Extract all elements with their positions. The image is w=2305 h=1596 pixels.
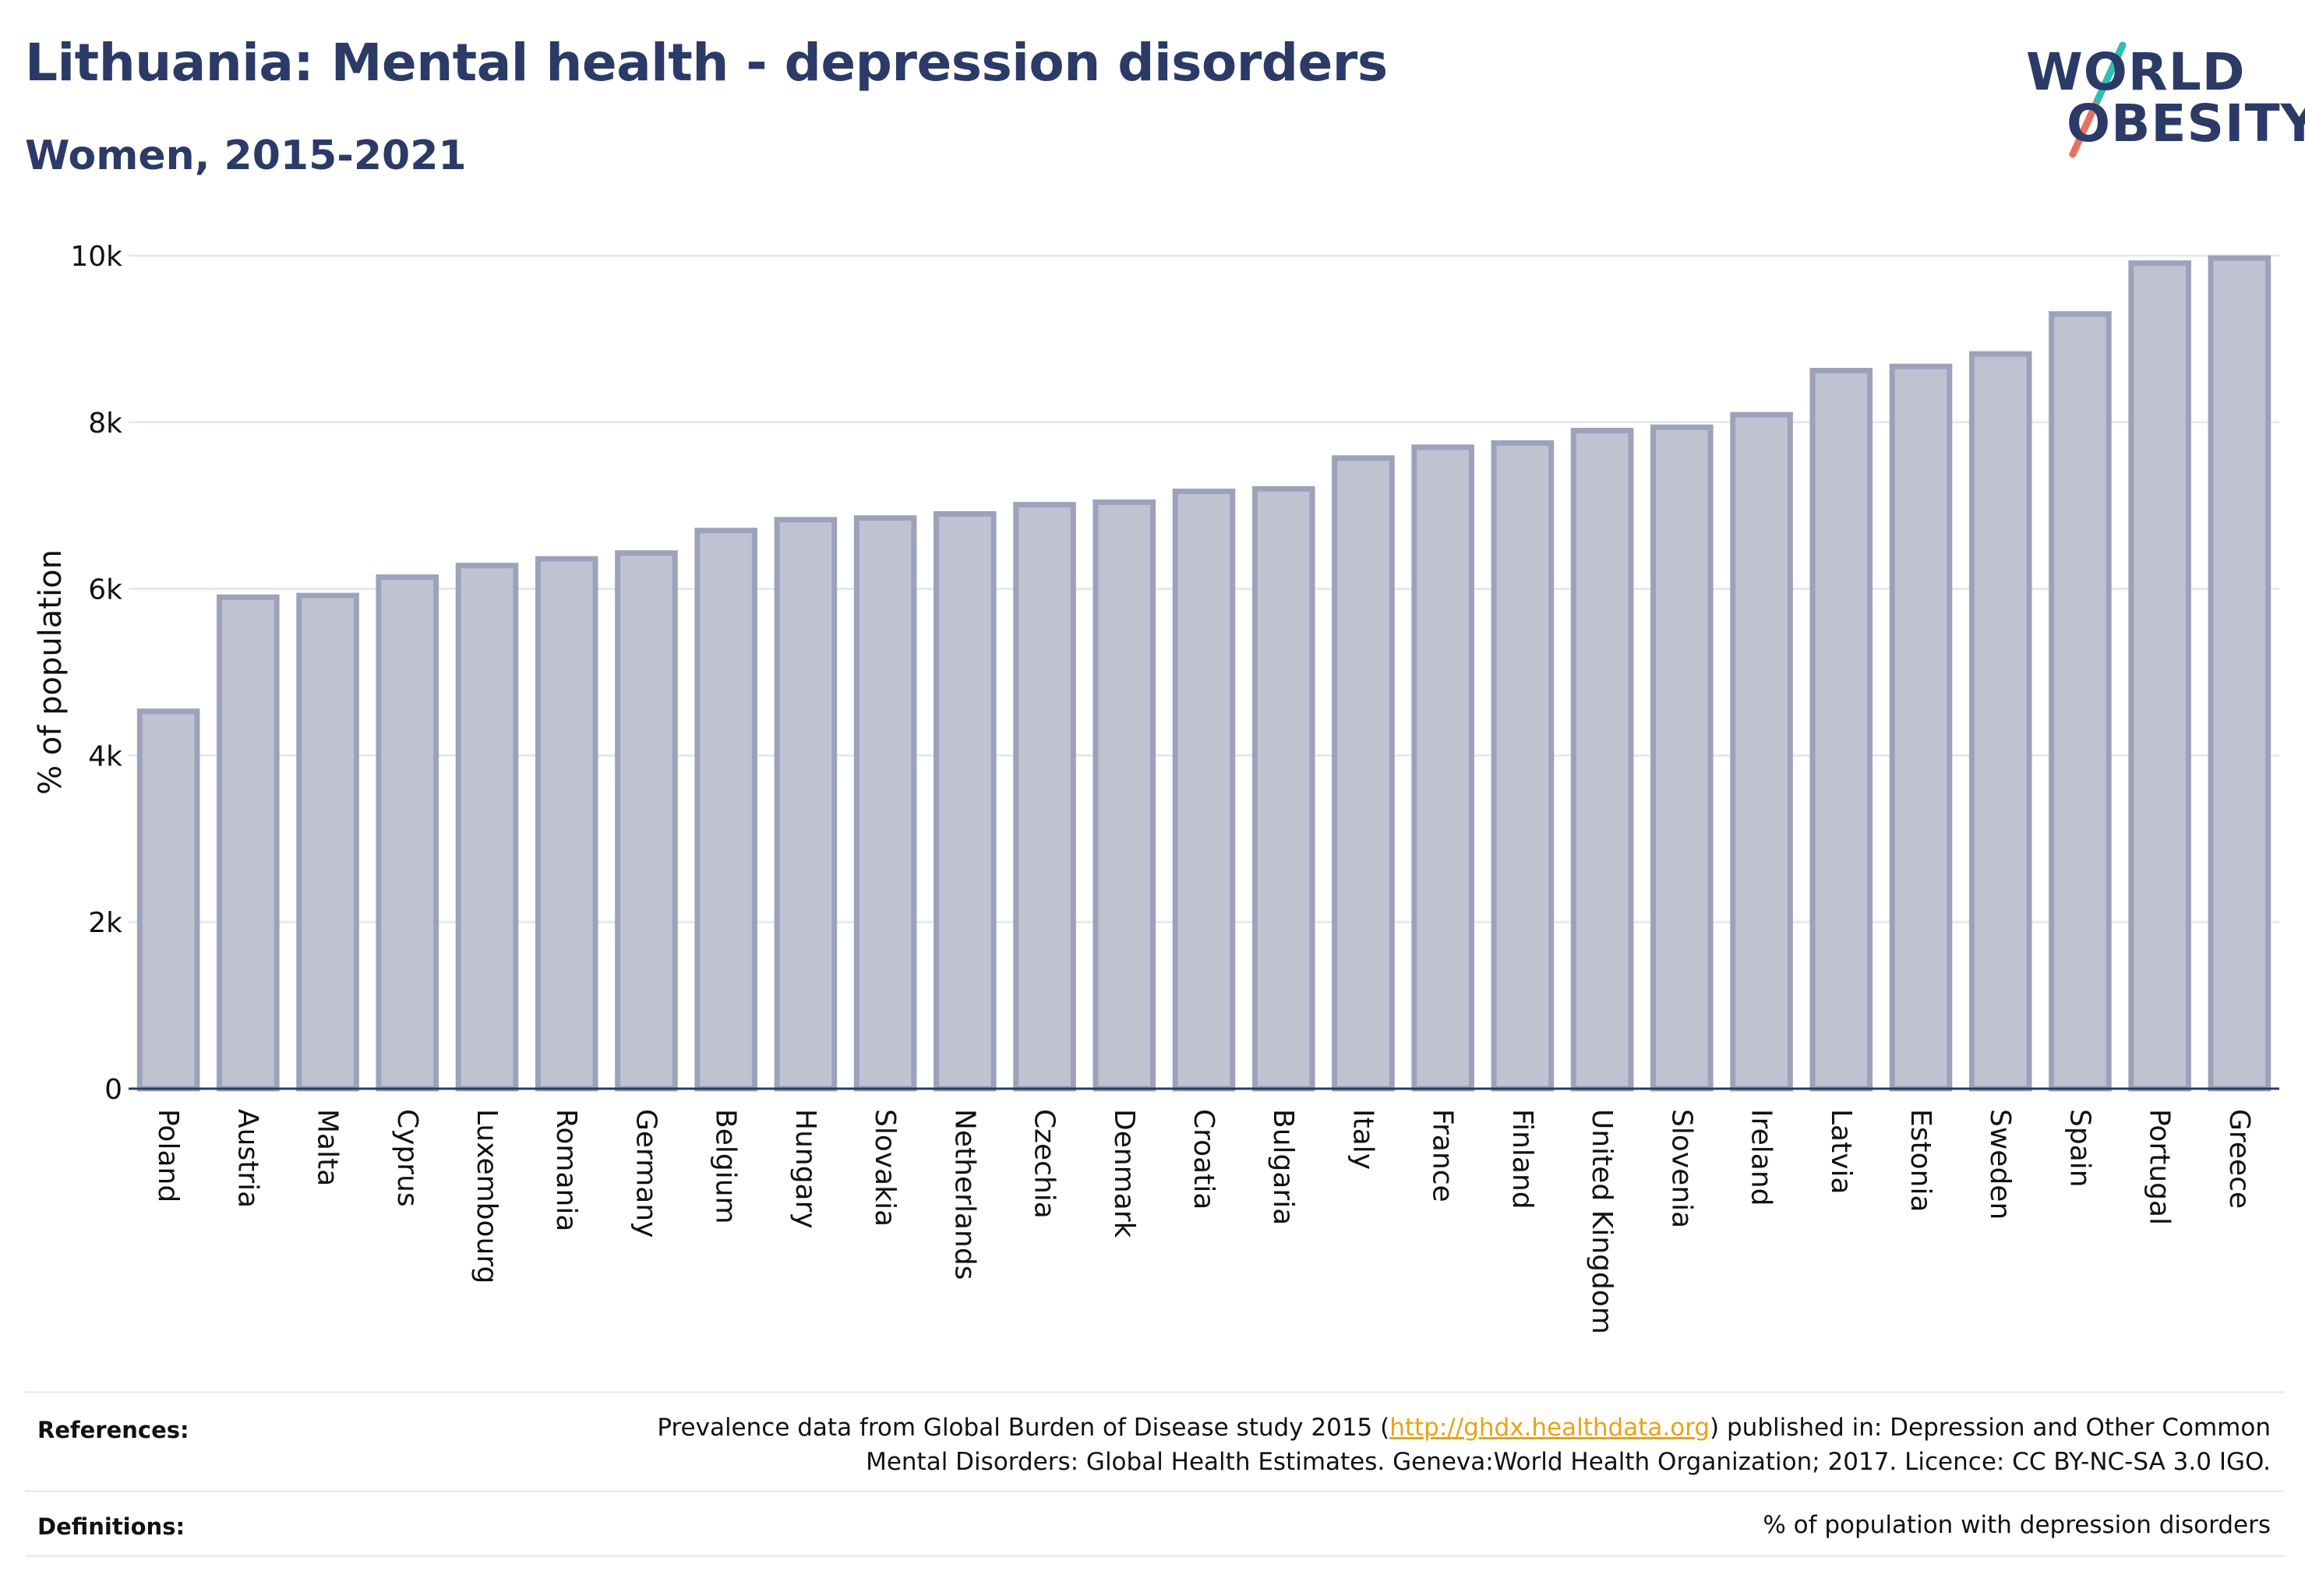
x-tick-label: Sweden (1984, 1109, 2016, 1220)
bar (1570, 427, 1634, 1092)
x-tick-label: Greece (2223, 1109, 2255, 1209)
references-link[interactable]: http://ghdx.healthdata.org (1389, 1414, 1710, 1442)
bar (1332, 455, 1395, 1092)
y-tick-label: 0 (104, 1074, 122, 1106)
bar (934, 510, 997, 1092)
bar (1968, 351, 2032, 1092)
world-obesity-logo: WORLD OBESITY (2026, 37, 2305, 170)
definitions-text: % of population with depression disorder… (1763, 1511, 2271, 1539)
x-tick-label: Hungary (789, 1109, 821, 1229)
bar (1730, 411, 1793, 1092)
x-tick-label: Latvia (1825, 1109, 1857, 1195)
x-tick-label: Slovakia (869, 1109, 901, 1227)
x-tick-label: Estonia (1904, 1109, 1936, 1213)
references-text-before: Prevalence data from Global Burden of Di… (657, 1414, 1390, 1442)
x-tick-label: Finland (1506, 1109, 1538, 1209)
references-text: Prevalence data from Global Burden of Di… (657, 1411, 2271, 1479)
footer-divider-bottom (25, 1555, 2285, 1557)
x-tick-label: Ireland (1746, 1109, 1777, 1206)
y-axis-label: % of population (33, 549, 69, 795)
chart-title: Lithuania: Mental health - depression di… (25, 33, 1388, 93)
references-label: References: (37, 1417, 189, 1443)
x-tick-label: Italy (1347, 1109, 1378, 1170)
bar (535, 556, 598, 1092)
x-tick-label: Malta (312, 1109, 344, 1186)
bar (1251, 486, 1315, 1092)
bar (1092, 499, 1156, 1092)
x-tick-label: Poland (152, 1109, 184, 1202)
x-tick-label: Luxembourg (471, 1109, 503, 1284)
x-tick-label: Czechia (1029, 1109, 1061, 1219)
x-tick-label: Netherlands (948, 1109, 980, 1280)
x-tick-label: Portugal (2144, 1109, 2176, 1225)
bar (615, 550, 678, 1092)
bar (217, 594, 280, 1092)
references-line2: Mental Disorders: Global Health Estimate… (866, 1448, 2271, 1476)
y-tick-label: 4k (88, 740, 122, 772)
bar (1013, 502, 1076, 1092)
bar (1172, 489, 1236, 1092)
bar (1411, 444, 1474, 1092)
x-tick-label: Spain (2063, 1109, 2095, 1188)
x-tick-label: Germany (630, 1109, 662, 1238)
bar (853, 515, 917, 1092)
footer-divider-top (25, 1391, 2285, 1393)
x-tick-label: Cyprus (391, 1109, 423, 1207)
bar (2208, 255, 2271, 1092)
x-tick-label: Croatia (1188, 1109, 1220, 1209)
chart-subtitle: Women, 2015-2021 (25, 132, 467, 179)
logo-slash-icon (2069, 41, 2127, 158)
bar (774, 517, 838, 1092)
bar-chart: 0 2k 4k 6k 8k 10k % of population Poland Austria… (33, 241, 2279, 1334)
bar (694, 528, 757, 1092)
footer-divider-middle (25, 1490, 2285, 1492)
logo-word-obesity: OBESITY (2067, 94, 2305, 154)
references-text-after: ) published in: Depression and Other Com… (1710, 1414, 2271, 1442)
bar (1650, 424, 1714, 1092)
definitions-label: Definitions: (37, 1513, 185, 1540)
logo-word-world: WORLD (2026, 42, 2246, 102)
x-tick-label: France (1427, 1109, 1459, 1202)
bar (1809, 368, 1873, 1092)
bar (136, 708, 200, 1092)
bar (2128, 260, 2191, 1092)
y-tick-label: 6k (88, 574, 122, 606)
x-tick-label: Slovenia (1665, 1109, 1697, 1228)
bar (376, 574, 439, 1092)
x-tick-label: Romania (550, 1109, 582, 1231)
bar (1889, 363, 1953, 1092)
y-tick-label: 8k (88, 408, 122, 440)
y-tick-label: 2k (88, 907, 122, 939)
x-tick-label: United Kingdom (1586, 1109, 1618, 1334)
bar (455, 563, 519, 1092)
y-tick-label: 10k (70, 241, 122, 273)
bar (1491, 440, 1555, 1092)
bar (296, 592, 359, 1092)
x-tick-label: Austria (231, 1109, 263, 1208)
bar (2049, 311, 2112, 1092)
x-tick-label: Bulgaria (1267, 1109, 1299, 1225)
x-tick-label: Denmark (1108, 1109, 1140, 1238)
x-tick-label: Belgium (710, 1109, 742, 1224)
